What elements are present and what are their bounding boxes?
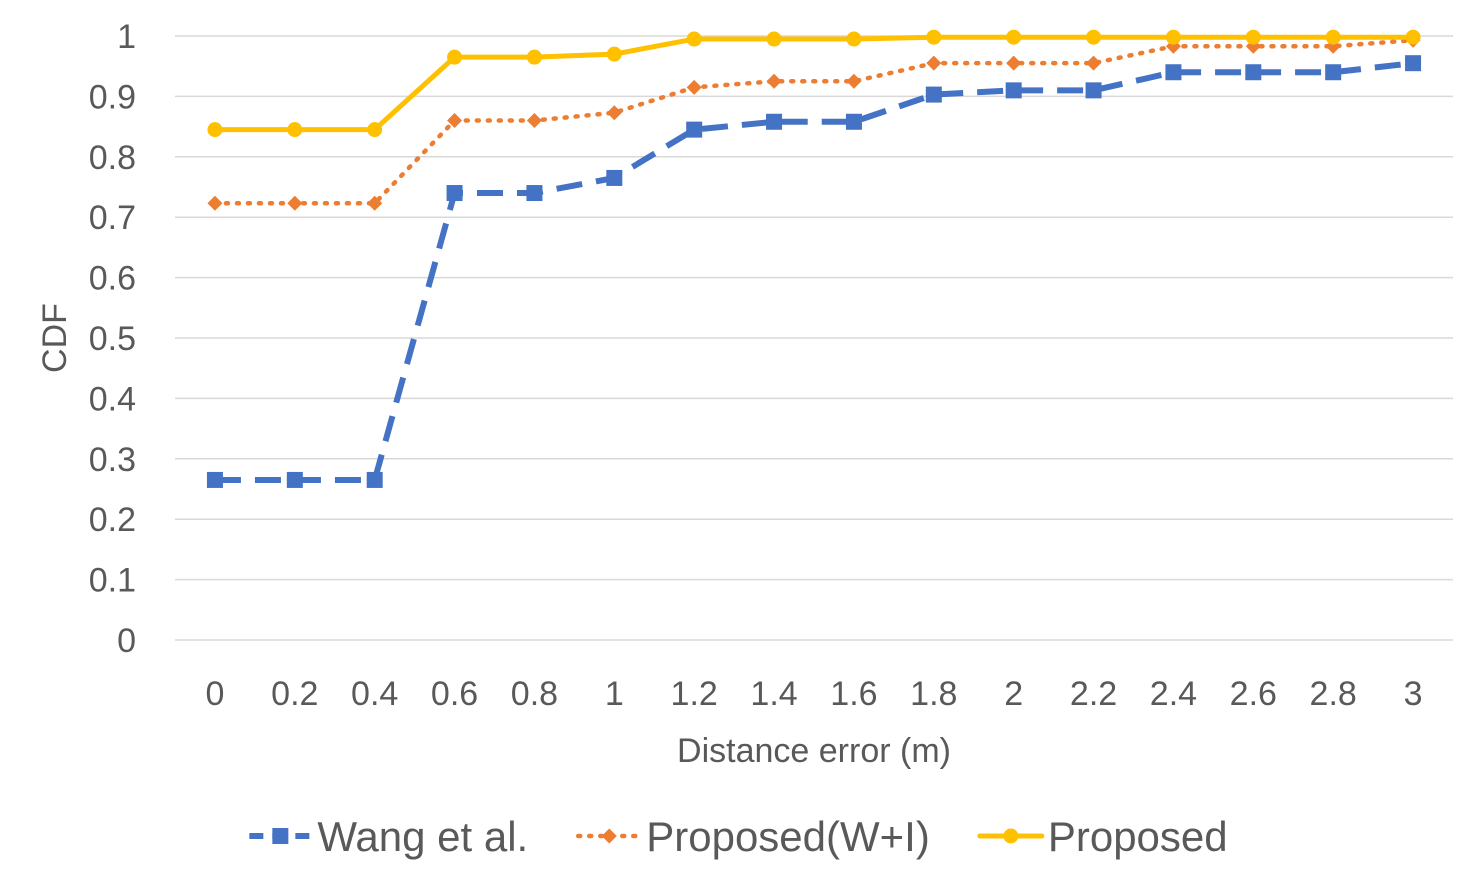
data-point [766,31,782,47]
x-axis-tick-labels: 0 0.2 0.4 0.6 0.8 1 1.2 1.4 1.6 1.8 2 2.2 2.4 2.6 2.8 3 [205,675,1422,713]
data-point [206,471,223,488]
data-point [1325,29,1341,45]
data-point [606,46,622,62]
series-2 [207,32,1421,211]
data-point [526,185,543,202]
data-point [367,195,383,211]
x-tick-label: 2.6 [1230,675,1277,713]
data-point [526,49,542,65]
legend-label: Proposed [1048,813,1228,860]
legend-swatch-marker [601,828,617,844]
series-1 [206,55,1422,488]
data-point [207,195,223,211]
data-point [1006,55,1022,71]
y-tick-label: 0.3 [89,441,136,479]
data-point [686,121,703,138]
data-point [1006,29,1022,45]
legend-swatch-marker [272,828,289,844]
y-axis-title: CDF [36,303,74,373]
series-layer [206,29,1422,488]
data-point [686,31,702,47]
y-tick-label: 0.9 [89,78,136,116]
series-line [212,34,1416,133]
data-point [367,122,383,138]
data-point [1405,29,1421,45]
legend-item: Proposed [977,813,1228,860]
data-point [287,195,303,211]
series-line [214,60,1414,483]
series-line [212,37,1416,206]
x-tick-label: 0 [205,675,224,713]
legend-item: Proposed(W+I) [575,813,930,860]
data-point [1085,82,1102,99]
y-tick-label: 0.7 [89,199,136,237]
data-point [446,185,463,202]
x-tick-label: 0.4 [351,675,398,713]
data-point [686,79,702,95]
x-tick-label: 1 [605,675,624,713]
data-point [1165,64,1182,81]
data-point [926,29,942,45]
x-tick-label: 0.2 [271,675,318,713]
y-axis-tick-labels: 0 0.1 0.2 0.3 0.4 0.5 0.6 0.7 0.8 0.9 1 [89,18,136,660]
x-tick-label: 2.4 [1150,675,1197,713]
data-point [447,49,463,65]
y-tick-label: 0.5 [89,320,136,358]
legend-swatch-marker [1003,828,1019,844]
y-tick-label: 0.6 [89,260,136,298]
x-tick-label: 2.8 [1310,675,1357,713]
data-point [766,113,783,130]
y-tick-label: 0.2 [89,501,136,539]
data-point [925,86,942,103]
gridlines [175,35,1453,641]
legend-item: Wang et al. [249,813,528,860]
data-point [846,31,862,47]
data-point [526,113,542,129]
x-tick-label: 1.2 [671,675,718,713]
data-point [1086,29,1102,45]
data-point [1005,82,1022,99]
data-point [606,169,623,186]
data-point [286,471,303,488]
legend-label: Wang et al. [317,813,528,860]
x-tick-label: 1.8 [910,675,957,713]
data-point [447,113,463,129]
data-point [846,73,862,89]
x-tick-label: 2.2 [1070,675,1117,713]
y-tick-label: 0 [117,622,136,660]
y-tick-label: 0.8 [89,139,136,177]
x-tick-label: 0.8 [511,675,558,713]
x-tick-label: 3 [1404,675,1423,713]
legend-label: Proposed(W+I) [646,813,930,860]
y-tick-label: 0.4 [89,380,136,418]
data-point [1325,64,1342,81]
data-point [845,113,862,130]
data-point [1405,55,1422,72]
x-tick-label: 1.4 [750,675,797,713]
x-tick-label: 0.6 [431,675,478,713]
x-tick-label: 1.6 [830,675,877,713]
data-point [1245,64,1262,81]
data-point [1165,29,1181,45]
data-point [287,122,303,138]
data-point [1086,55,1102,71]
data-point [366,471,383,488]
x-tick-label: 2 [1004,675,1023,713]
series-3 [207,29,1421,138]
data-point [1245,29,1261,45]
data-point [606,105,622,121]
legend: Wang et al. Proposed(W+I) Proposed [249,813,1228,860]
y-tick-label: 1 [117,18,136,56]
data-point [926,55,942,71]
data-point [207,122,223,138]
y-tick-label: 0.1 [89,562,136,600]
data-point [766,73,782,89]
x-axis-title: Distance error (m) [677,732,951,770]
